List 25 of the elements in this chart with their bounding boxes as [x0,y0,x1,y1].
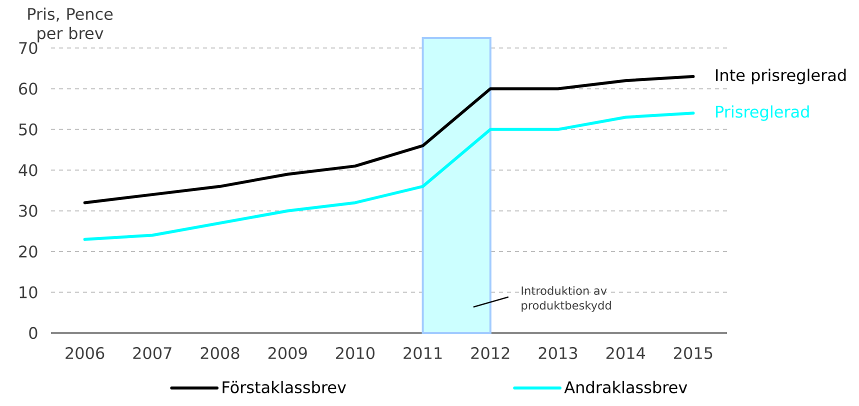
legend-label: Förstaklassbrev [222,380,346,394]
y-axis-title: Pris, Pence per brev [28,8,113,42]
y-tick-label: 20 [19,246,38,258]
x-tick-label: 2014 [606,347,646,360]
x-tick-label: 2010 [336,347,374,360]
x-tick-label: 2008 [200,347,240,360]
legend-label: Andraklassbrev [564,380,688,394]
x-tick-label: 2011 [404,347,442,360]
band-label: Introduktion av produktbeskydd [522,286,611,312]
y-tick-label: 70 [19,42,38,54]
y-tick-label: 0 [29,326,38,340]
x-tick-label: 2015 [674,347,712,360]
y-tick-label: 30 [19,204,38,217]
y-tick-label: 60 [19,82,38,95]
annotation: Prisreglerad [716,105,809,121]
annotation: Inte prisreglerad [716,68,846,84]
x-tick-label: 2013 [538,347,578,360]
y-tick-label: 40 [18,164,38,176]
x-tick-label: 2009 [268,347,307,360]
y-tick-label: 10 [20,286,38,298]
x-tick-label: 2007 [133,347,172,360]
y-tick-label: 50 [19,123,38,136]
line-series [83,75,695,204]
x-tick-label: 2006 [66,347,104,360]
x-tick-label: 2012 [471,347,510,360]
